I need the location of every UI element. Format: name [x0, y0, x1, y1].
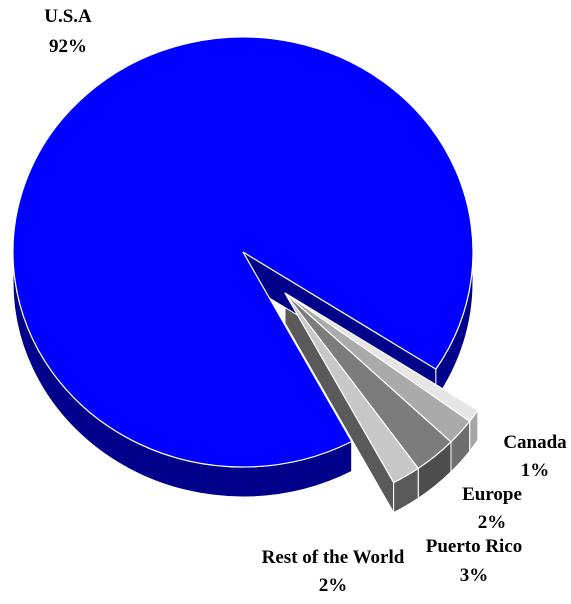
pie-tops	[12, 36, 479, 484]
slice-label-canada: Canada	[503, 432, 567, 453]
slice-value-puerto-rico: 3%	[460, 565, 489, 586]
pie-slice-usa	[12, 36, 474, 468]
pie-slice-rest-of-world	[284, 292, 420, 484]
slice-value-rest-of-world: 2%	[319, 575, 348, 596]
slice-value-europe: 2%	[478, 512, 507, 533]
slice-label-puerto-rico: Puerto Rico	[426, 536, 523, 557]
slice-value-usa: 92%	[49, 36, 87, 57]
slice-value-canada: 1%	[521, 460, 550, 481]
slice-label-europe: Europe	[462, 484, 522, 505]
slice-label-usa: U.S.A	[44, 6, 92, 27]
slice-label-rest-of-world: Rest of the World	[262, 547, 405, 568]
